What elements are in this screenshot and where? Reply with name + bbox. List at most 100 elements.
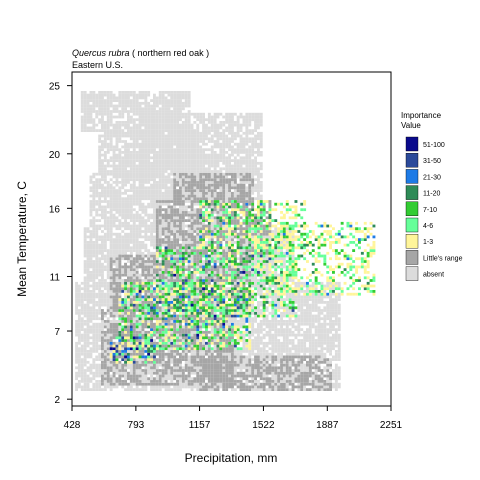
- heatmap-cell: [184, 284, 188, 288]
- heatmap-cell: [236, 281, 240, 285]
- heatmap-cell: [127, 306, 130, 310]
- heatmap-cell: [219, 284, 223, 288]
- heatmap-cell: [334, 330, 338, 334]
- heatmap-cell: [184, 219, 188, 222]
- heatmap-cell: [282, 227, 286, 231]
- heatmap-cell: [282, 257, 286, 261]
- heatmap-cell: [109, 251, 113, 255]
- heatmap-cell: [326, 371, 330, 375]
- heatmap-cell: [271, 339, 275, 342]
- heatmap-cell: [222, 205, 226, 209]
- heatmap-cell: [207, 211, 211, 214]
- heatmap-cell: [115, 227, 119, 231]
- heatmap-cell: [158, 325, 162, 329]
- heatmap-cell: [285, 235, 289, 239]
- heatmap-cell: [277, 276, 281, 280]
- heatmap-cell: [118, 380, 122, 383]
- heatmap-cell: [268, 347, 272, 351]
- heatmap-cell: [297, 355, 301, 359]
- heatmap-cell: [190, 273, 194, 277]
- heatmap-cell: [216, 341, 220, 345]
- heatmap-cell: [326, 350, 330, 353]
- heatmap-cell: [285, 341, 289, 345]
- heatmap-cell: [271, 301, 275, 304]
- heatmap-cell: [225, 276, 229, 280]
- heatmap-cell: [98, 181, 102, 184]
- heatmap-cell: [138, 320, 142, 323]
- heatmap-cell: [242, 279, 246, 282]
- heatmap-cell: [121, 317, 125, 321]
- heatmap-cell: [288, 243, 292, 247]
- heatmap-cell: [320, 301, 324, 304]
- heatmap-cell: [181, 371, 185, 375]
- heatmap-cell: [164, 303, 168, 307]
- heatmap-cell: [265, 330, 269, 334]
- heatmap-cell: [222, 366, 226, 370]
- heatmap-cell: [127, 260, 130, 263]
- heatmap-cell: [121, 200, 125, 203]
- heatmap-cell: [225, 194, 229, 198]
- heatmap-cell: [271, 333, 275, 337]
- heatmap-cell: [127, 241, 130, 244]
- heatmap-cell: [95, 262, 99, 266]
- heatmap-cell: [277, 306, 281, 310]
- heatmap-cell: [202, 227, 205, 231]
- heatmap-cell: [233, 309, 237, 312]
- heatmap-cell: [176, 276, 179, 280]
- heatmap-cell: [179, 339, 182, 342]
- heatmap-cell: [216, 191, 220, 195]
- heatmap-cell: [222, 295, 226, 299]
- heatmap-cell: [311, 298, 315, 301]
- heatmap-cell: [334, 358, 338, 361]
- heatmap-cell: [311, 382, 315, 386]
- heatmap-cell: [222, 347, 226, 351]
- heatmap-cell: [259, 284, 263, 288]
- heatmap-cell: [170, 292, 174, 296]
- heatmap-cell: [222, 358, 226, 361]
- heatmap-cell: [129, 328, 133, 331]
- heatmap-cell: [259, 262, 263, 266]
- heatmap-cell: [216, 227, 220, 231]
- heatmap-cell: [161, 385, 165, 389]
- heatmap-cell: [101, 374, 104, 378]
- heatmap-cell: [129, 276, 133, 280]
- heatmap-cell: [77, 341, 81, 345]
- heatmap-cell: [167, 281, 171, 285]
- heatmap-cell: [311, 347, 315, 351]
- heatmap-cell: [109, 227, 113, 231]
- heatmap-cell: [210, 377, 214, 381]
- heatmap-cell: [190, 251, 194, 255]
- heatmap-cell: [285, 276, 289, 280]
- heatmap-cell: [167, 303, 171, 307]
- heatmap-cell: [262, 257, 266, 261]
- heatmap-cell: [314, 292, 318, 296]
- heatmap-cell: [205, 257, 208, 261]
- heatmap-cell: [176, 175, 179, 179]
- heatmap-cell: [326, 281, 330, 285]
- heatmap-cell: [179, 358, 182, 361]
- heatmap-cell: [323, 320, 327, 323]
- heatmap-cell: [158, 232, 162, 236]
- heatmap-cell: [181, 181, 185, 184]
- heatmap-cell: [103, 333, 107, 337]
- heatmap-cell: [248, 254, 252, 258]
- heatmap-cell: [213, 232, 217, 236]
- heatmap-cell: [86, 268, 90, 271]
- heatmap-cell: [213, 273, 217, 277]
- heatmap-cell: [193, 320, 197, 323]
- heatmap-cell: [225, 262, 229, 266]
- heatmap-cell: [213, 317, 217, 321]
- heatmap-cell: [109, 388, 113, 391]
- heatmap-cell: [164, 292, 168, 296]
- heatmap-cell: [173, 238, 177, 241]
- heatmap-cell: [170, 238, 174, 241]
- heatmap-cell: [314, 363, 318, 367]
- heatmap-cell: [323, 290, 327, 293]
- heatmap-cell: [207, 273, 211, 277]
- heatmap-cell: [170, 382, 174, 386]
- heatmap-cell: [95, 208, 99, 212]
- heatmap-cell: [231, 243, 234, 247]
- heatmap-cell: [337, 336, 341, 340]
- heatmap-cell: [101, 249, 104, 252]
- heatmap-cell: [176, 230, 179, 233]
